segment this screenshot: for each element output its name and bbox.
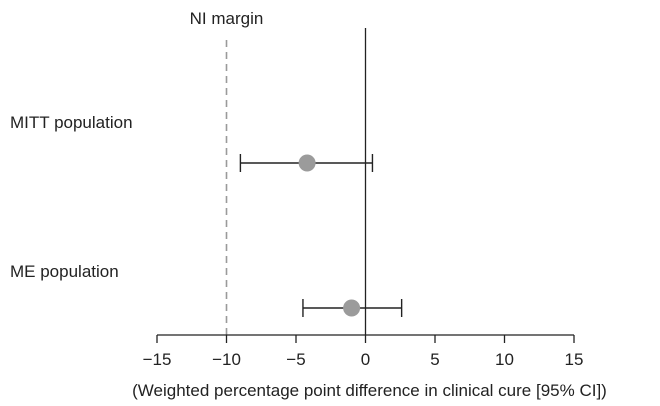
ni-margin-label: NI margin	[190, 9, 264, 28]
x-tick-label: −15	[143, 350, 172, 369]
x-tick-label: −10	[212, 350, 241, 369]
point-estimate	[343, 299, 361, 317]
x-tick-label: 15	[565, 350, 584, 369]
x-axis-label: (Weighted percentage point difference in…	[132, 381, 607, 400]
x-tick-label: 5	[430, 350, 439, 369]
point-estimate	[298, 154, 316, 172]
row-label-me: ME population	[10, 262, 119, 281]
row-label-mitt: MITT population	[10, 113, 133, 132]
ci-marks	[239, 154, 403, 317]
x-tick-label: 10	[495, 350, 514, 369]
x-tick-label: −5	[286, 350, 305, 369]
x-axis-ticks: −15 −10 −5 0 5 10 15	[143, 335, 584, 369]
x-tick-label: 0	[361, 350, 370, 369]
